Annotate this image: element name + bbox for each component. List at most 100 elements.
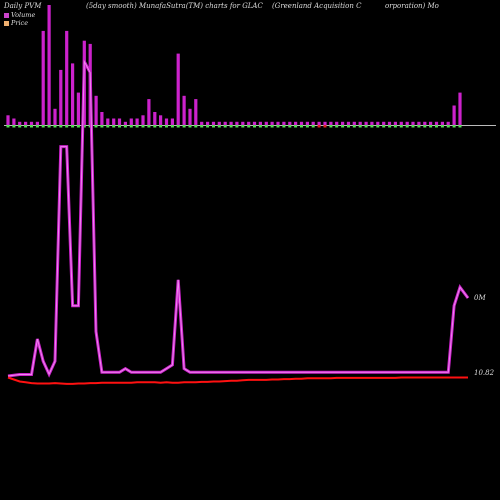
- up-marker: [159, 125, 163, 128]
- up-marker: [388, 125, 392, 128]
- volume-bar: [200, 121, 204, 125]
- up-marker: [59, 125, 63, 128]
- up-marker: [253, 125, 256, 128]
- up-marker: [123, 125, 127, 128]
- volume-bar: [18, 121, 22, 125]
- up-marker: [458, 125, 462, 128]
- up-marker: [258, 125, 262, 128]
- volume-bar: [346, 121, 351, 125]
- up-marker: [440, 125, 444, 128]
- volume-bar: [170, 118, 174, 125]
- up-marker: [311, 125, 315, 128]
- up-marker: [429, 125, 433, 128]
- up-marker: [370, 125, 374, 128]
- volume-bar: [434, 121, 439, 125]
- volume-bar: [182, 95, 186, 125]
- up-marker: [71, 125, 75, 128]
- chart-subtitle: (5day smooth) MunafaSutra(TM) charts for…: [86, 2, 263, 10]
- up-marker: [294, 125, 298, 128]
- up-marker: [206, 125, 210, 128]
- volume-bar: [452, 105, 456, 125]
- volume-bar: [417, 121, 421, 125]
- volume-bar: [423, 121, 427, 125]
- down-marker: [323, 125, 327, 128]
- volume-bar: [188, 108, 192, 125]
- volume-bar: [358, 121, 362, 125]
- volume-bar: [405, 121, 409, 125]
- chart-title: Daily PVM: [4, 2, 42, 10]
- up-marker: [270, 125, 274, 128]
- volume-bar: [393, 121, 397, 125]
- down-marker: [317, 125, 321, 128]
- volume-bar: [53, 108, 57, 125]
- volume-end-label: 0M: [474, 294, 486, 302]
- volume-bar: [129, 118, 133, 125]
- price-line: [7, 376, 468, 385]
- volume-bar: [387, 121, 392, 125]
- volume-bar: [299, 121, 304, 125]
- up-marker: [288, 125, 292, 128]
- up-marker: [100, 125, 104, 128]
- volume-bar: [206, 121, 210, 125]
- volume-bars: [6, 5, 462, 126]
- up-marker: [247, 125, 251, 128]
- volume-bar: [311, 121, 315, 125]
- volume-bar: [276, 121, 280, 125]
- volume-bar: [29, 121, 34, 125]
- volume-bar: [12, 118, 16, 125]
- volume-bar: [94, 95, 98, 125]
- volume-bar: [446, 121, 450, 125]
- up-marker: [393, 125, 397, 128]
- volume-bar: [288, 121, 292, 125]
- up-marker: [30, 125, 33, 128]
- volume-bar: [211, 121, 216, 125]
- price-end-label: 10.82: [474, 369, 495, 377]
- volume-bar: [376, 121, 380, 125]
- up-marker: [341, 125, 345, 128]
- up-marker: [382, 125, 386, 128]
- volume-bar: [329, 121, 333, 125]
- up-marker: [264, 125, 268, 128]
- volume-bar: [235, 121, 239, 125]
- volume-bar: [370, 121, 374, 125]
- volume-bar: [141, 115, 145, 125]
- up-marker: [423, 125, 427, 128]
- up-marker: [41, 125, 45, 128]
- up-marker: [182, 125, 186, 128]
- up-marker: [153, 125, 157, 128]
- volume-bar: [258, 121, 262, 125]
- price-swatch-icon: [4, 20, 9, 26]
- volume-bar: [317, 121, 321, 125]
- volume-bar: [399, 121, 403, 125]
- up-marker: [194, 125, 198, 128]
- up-marker: [76, 125, 80, 128]
- up-marker: [223, 125, 227, 128]
- volume-bar: [217, 121, 221, 125]
- up-marker: [347, 125, 350, 128]
- up-marker: [435, 125, 438, 128]
- volume-bar: [282, 121, 286, 125]
- up-marker: [335, 125, 339, 128]
- up-marker: [24, 125, 28, 128]
- up-marker: [135, 125, 139, 128]
- up-marker: [147, 125, 151, 128]
- volume-bar: [153, 112, 157, 125]
- volume-bar: [223, 121, 227, 125]
- volume-bar: [106, 118, 110, 125]
- up-marker: [364, 125, 368, 128]
- volume-bar: [117, 118, 122, 125]
- up-marker: [188, 125, 192, 128]
- up-marker: [282, 125, 286, 128]
- volume-bar: [429, 121, 433, 125]
- up-marker: [129, 125, 133, 128]
- volume-bar: [65, 30, 69, 125]
- volume-bar: [194, 99, 198, 125]
- volume-swatch-icon: [4, 12, 9, 18]
- legend-item-price: Price: [4, 19, 28, 27]
- volume-bar: [24, 121, 28, 125]
- volume-bar: [176, 53, 180, 125]
- volume-bar: [458, 92, 462, 125]
- up-marker: [446, 125, 450, 128]
- volume-bar: [323, 121, 327, 125]
